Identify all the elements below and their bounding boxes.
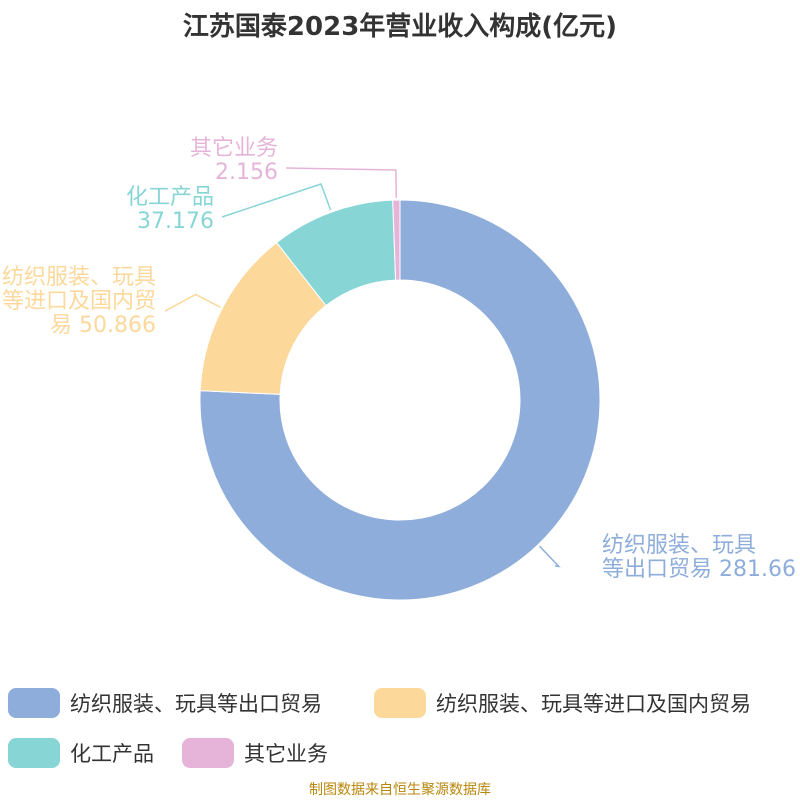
legend: 纺织服装、玩具等出口贸易 纺织服装、玩具等进口及国内贸易 化工产品 其它业务 [0,688,800,778]
leader-line-other-business [285,167,398,199]
legend-swatch-chemical-products [8,738,60,768]
leader-line-import-domestic-trade [164,293,221,312]
legend-item-chemical-products[interactable]: 化工产品 [8,738,154,768]
legend-item-import-domestic-trade[interactable]: 纺织服装、玩具等进口及国内贸易 [374,688,751,718]
slice-export-trade[interactable] [199,199,601,601]
chart-title: 江苏国泰2023年营业收入构成(亿元) [182,12,618,42]
legend-swatch-export-trade [8,688,60,718]
data-label-import-domestic-trade: 纺织服装、玩具等进口及国内贸易 50.866 [2,265,156,338]
legend-item-other-business[interactable]: 其它业务 [182,738,328,768]
legend-label: 纺织服装、玩具等出口贸易 [70,692,322,716]
leader-line-chemical-products [221,183,332,218]
legend-item-export-trade[interactable]: 纺织服装、玩具等出口贸易 [8,688,322,718]
slice-other-business[interactable] [392,199,401,281]
legend-swatch-other-business [182,738,234,768]
data-label-other-business: 其它业务 2.156 [190,136,278,185]
legend-swatch-import-domestic-trade [374,688,426,718]
legend-label: 其它业务 [244,742,328,766]
data-label-export-trade: 纺织服装、玩具等出口贸易 281.66 [602,533,796,582]
legend-label: 纺织服装、玩具等进口及国内贸易 [436,692,751,716]
data-source-note: 制图数据来自恒生聚源数据库 [309,782,491,798]
legend-label: 化工产品 [70,742,154,766]
data-label-chemical-products: 化工产品 37.176 [126,185,214,234]
leader-line-export-trade [538,545,561,568]
